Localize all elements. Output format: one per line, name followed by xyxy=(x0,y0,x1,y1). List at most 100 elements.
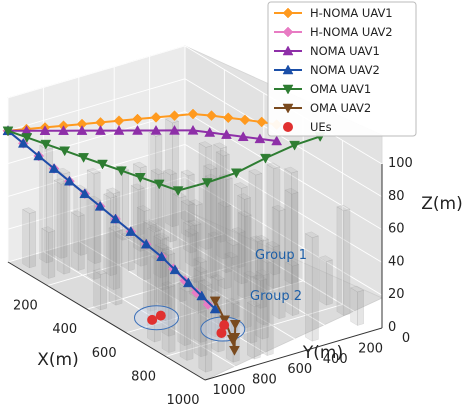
building-roof xyxy=(215,149,230,157)
legend-label-h-noma-uav1: H-NOMA UAV1 xyxy=(310,6,393,20)
x-axis-label: X(m) xyxy=(37,350,78,370)
z-tick-label: 80 xyxy=(388,189,405,204)
building-roof xyxy=(225,239,240,246)
data-point-noma-uav1 xyxy=(221,129,232,139)
data-point-ues xyxy=(155,310,166,321)
building-face xyxy=(292,263,300,317)
building-roof xyxy=(193,256,208,264)
z-tick-label: 100 xyxy=(388,156,413,171)
grid-line xyxy=(7,143,186,197)
x-tick-label: 600 xyxy=(92,346,117,361)
data-point-noma-uav1 xyxy=(132,125,143,135)
data-point-noma-uav2 xyxy=(182,277,194,288)
building-face xyxy=(278,208,286,320)
building-roof xyxy=(41,226,56,233)
legend-label-oma-uav2: OMA UAV2 xyxy=(310,101,371,115)
building-face xyxy=(56,169,65,275)
building-face xyxy=(244,214,252,329)
building-face xyxy=(273,166,281,276)
building-face xyxy=(187,173,195,223)
building-roof xyxy=(285,259,300,267)
data-point-noma-uav2 xyxy=(48,163,60,173)
building-face xyxy=(48,230,56,279)
building-face xyxy=(319,257,327,306)
data-point-oma-uav1 xyxy=(172,186,184,197)
data-point-oma-uav2 xyxy=(229,332,241,343)
data-point-noma-uav2 xyxy=(156,251,168,262)
y-tick-label: 0 xyxy=(402,331,410,346)
z-tick-label: 40 xyxy=(388,254,405,269)
data-point-h-noma-uav1 xyxy=(132,113,143,125)
y-tick-label: 600 xyxy=(287,362,312,377)
building-face xyxy=(181,200,189,238)
data-point-noma-uav1 xyxy=(169,124,180,135)
grid-line xyxy=(7,78,186,132)
building-roof xyxy=(225,298,240,305)
building-roof xyxy=(184,228,199,235)
building-face xyxy=(213,144,221,243)
data-point-ues xyxy=(219,320,230,331)
legend-item-h-noma-uav1: H-NOMA UAV1 xyxy=(274,6,393,20)
building-face xyxy=(222,153,230,260)
data-point-oma-uav1 xyxy=(260,153,271,164)
building-roof xyxy=(231,227,246,234)
building-face xyxy=(231,228,240,269)
building-face xyxy=(39,144,47,264)
building-roof xyxy=(265,241,281,248)
x-tick-label: 800 xyxy=(131,369,156,384)
data-point-oma-uav2 xyxy=(229,319,241,330)
building-face xyxy=(284,189,293,301)
data-point-noma-uav1 xyxy=(95,125,106,135)
legend-marker-h-noma-uav1 xyxy=(282,7,294,19)
data-point-ues xyxy=(216,327,227,338)
z-tick-label: 60 xyxy=(388,222,405,237)
building-face xyxy=(73,186,81,256)
data-point-h-noma-uav2 xyxy=(191,287,202,298)
building-face xyxy=(122,169,130,241)
building-face xyxy=(179,287,188,361)
building-face xyxy=(259,258,268,357)
z-tick-label: 20 xyxy=(388,287,405,302)
building-roof xyxy=(243,270,258,278)
building-roof xyxy=(187,219,202,226)
grid-line xyxy=(149,220,347,339)
data-point-oma-uav1 xyxy=(59,146,71,157)
data-point-noma-uav2 xyxy=(79,188,91,199)
building-face xyxy=(237,212,246,329)
building-face xyxy=(106,189,114,291)
legend-marker-noma-uav2 xyxy=(282,64,294,75)
building-face xyxy=(163,170,171,243)
building-face xyxy=(326,259,333,306)
building-face xyxy=(291,170,298,285)
grid-line xyxy=(165,303,343,357)
data-point-noma-uav1 xyxy=(76,125,88,135)
series-oma-uav2 xyxy=(209,296,241,356)
building-face xyxy=(77,214,85,271)
grid-line xyxy=(113,230,312,350)
building-face xyxy=(250,237,258,295)
building-roof xyxy=(249,235,265,242)
building-face xyxy=(193,258,201,343)
series-layer xyxy=(2,108,326,356)
grid-line xyxy=(47,233,225,287)
building-face xyxy=(100,272,107,311)
building-face xyxy=(198,142,207,251)
building-roof xyxy=(150,168,165,175)
data-point-noma-uav1 xyxy=(204,127,216,137)
building-face xyxy=(53,179,62,259)
building-face xyxy=(136,206,145,281)
data-point-noma-uav1 xyxy=(39,125,51,135)
building-face xyxy=(128,236,135,272)
x-axis-line xyxy=(7,261,206,381)
grid-lines xyxy=(7,45,383,381)
building-face xyxy=(93,171,101,280)
data-point-noma-uav2 xyxy=(196,290,208,301)
building-face xyxy=(244,197,251,300)
data-point-noma-uav1 xyxy=(113,125,125,135)
legend-marker-noma-uav1 xyxy=(282,45,294,56)
data-point-oma-uav1 xyxy=(153,179,165,190)
building-face xyxy=(115,167,123,241)
building-roof xyxy=(180,169,195,177)
z-axis-label: Z(m) xyxy=(421,194,462,214)
